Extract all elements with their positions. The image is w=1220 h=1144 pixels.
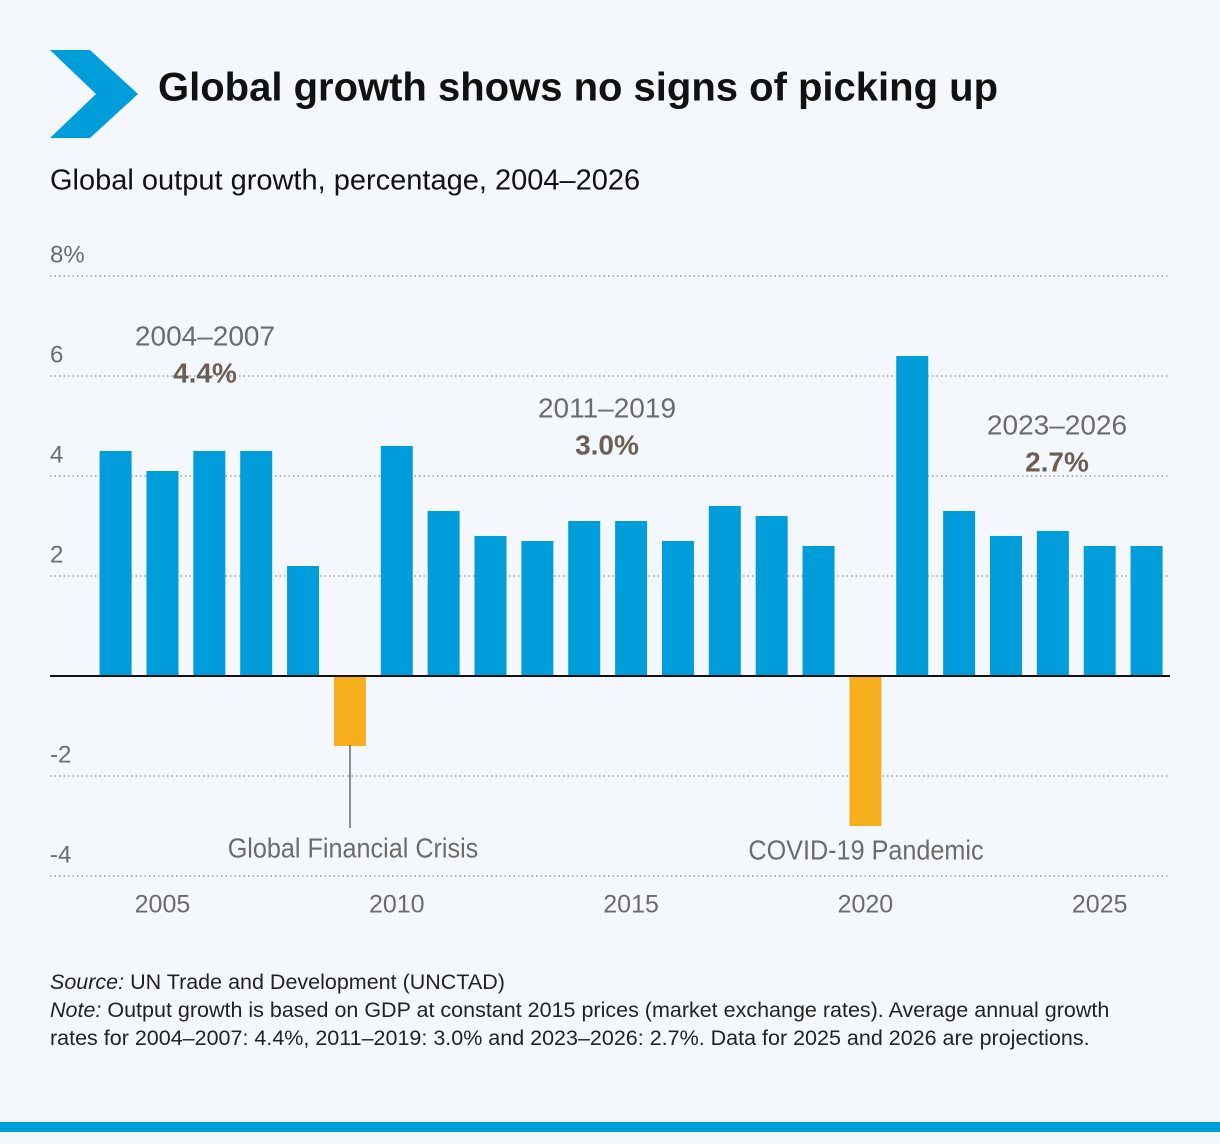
- footnote: Source: UN Trade and Development (UNCTAD…: [50, 968, 1160, 1052]
- bar: [474, 536, 507, 676]
- note-text: Output growth is based on GDP at constan…: [50, 998, 1110, 1050]
- bar: [1083, 546, 1116, 676]
- period-label: 2023–2026: [987, 409, 1127, 440]
- x-tick-label: 2025: [1072, 891, 1128, 919]
- y-tick-label: 8%: [50, 241, 85, 268]
- period-average: 3.0%: [575, 429, 639, 460]
- x-tick-label: 2020: [838, 891, 894, 919]
- chart: Global growth shows no signs of picking …: [50, 50, 1170, 919]
- bar: [708, 506, 741, 676]
- source-label: Source:: [50, 970, 125, 994]
- y-tick-label: 6: [50, 341, 63, 368]
- period-average: 4.4%: [173, 357, 237, 388]
- note-label: Note:: [50, 998, 102, 1022]
- chevron-icon: [50, 50, 138, 138]
- bar: [568, 521, 601, 676]
- bar: [1036, 531, 1069, 676]
- bar: [333, 676, 366, 746]
- bar: [521, 541, 554, 676]
- chart-title: Global growth shows no signs of picking …: [158, 66, 998, 110]
- bar: [943, 511, 976, 676]
- source-text: UN Trade and Development (UNCTAD): [130, 970, 505, 994]
- period-label: 2004–2007: [135, 320, 275, 351]
- bar: [661, 541, 694, 676]
- bar: [380, 446, 413, 676]
- bar: [896, 356, 929, 676]
- y-tick-label: -2: [50, 741, 71, 768]
- chart-subtitle: Global output growth, percentage, 2004–2…: [50, 165, 640, 197]
- y-tick-label: 2: [50, 541, 63, 568]
- bar: [99, 451, 132, 676]
- note: Note: Output growth is based on GDP at c…: [50, 996, 1160, 1052]
- event-label: COVID-19 Pandemic: [748, 834, 983, 866]
- x-tick-label: 2010: [369, 891, 425, 919]
- bar: [989, 536, 1022, 676]
- bar: [240, 451, 273, 676]
- bar: [287, 566, 320, 676]
- x-tick-label: 2005: [135, 891, 191, 919]
- source: Source: UN Trade and Development (UNCTAD…: [50, 968, 1160, 996]
- bar: [615, 521, 648, 676]
- bar: [1130, 546, 1163, 676]
- bar: [193, 451, 226, 676]
- y-tick-label: 4: [50, 441, 63, 468]
- bar: [802, 546, 835, 676]
- x-tick-label: 2015: [603, 891, 659, 919]
- bar: [849, 676, 882, 826]
- period-label: 2011–2019: [538, 392, 676, 423]
- event-label: Global Financial Crisis: [228, 832, 479, 864]
- y-tick-label: -4: [50, 841, 71, 868]
- bar: [427, 511, 460, 676]
- period-average: 2.7%: [1025, 446, 1089, 477]
- bottom-band: [0, 1122, 1220, 1132]
- bar: [146, 471, 179, 676]
- bar: [755, 516, 788, 676]
